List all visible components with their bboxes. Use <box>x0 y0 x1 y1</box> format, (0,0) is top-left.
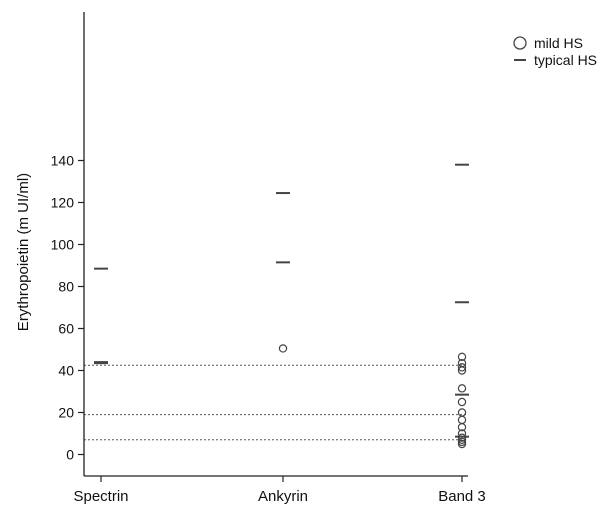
x-tick-label: Spectrin <box>73 488 128 505</box>
x-tick-label: Band 3 <box>438 488 486 505</box>
y-tick-label: 20 <box>58 405 74 421</box>
y-axis-label: Erythropoietin (m UI/ml) <box>15 173 32 331</box>
mild-hs-point <box>457 352 467 362</box>
mild-hs-point <box>457 397 467 407</box>
y-tick-label: 120 <box>51 195 75 211</box>
y-tick-label: 60 <box>58 321 74 337</box>
y-tick-label: 0 <box>66 447 74 463</box>
mild-hs-point <box>278 344 288 353</box>
mild-hs-point <box>457 366 467 375</box>
legend-label: mild HS <box>534 35 583 51</box>
y-tick-label: 100 <box>51 237 75 253</box>
x-ticks: Spectrin Ankyrin Band 3 <box>73 476 486 505</box>
y-tick-label: 140 <box>51 153 75 169</box>
mild-hs-point <box>457 423 467 432</box>
reference-lines <box>84 364 468 441</box>
data-points <box>94 163 469 449</box>
legend-label: typical HS <box>534 52 597 68</box>
legend-circle-icon <box>513 36 527 50</box>
mild-hs-point <box>457 384 467 393</box>
axes <box>83 12 468 477</box>
y-ticks: 0 20 40 60 80 100 120 140 <box>51 153 84 463</box>
y-tick-label: 40 <box>58 363 74 379</box>
x-tick-label: Ankyrin <box>258 488 308 505</box>
mild-hs-point <box>457 439 467 449</box>
mild-hs-point <box>457 363 467 372</box>
mild-hs-point <box>457 415 467 425</box>
y-tick-label: 80 <box>58 279 74 295</box>
